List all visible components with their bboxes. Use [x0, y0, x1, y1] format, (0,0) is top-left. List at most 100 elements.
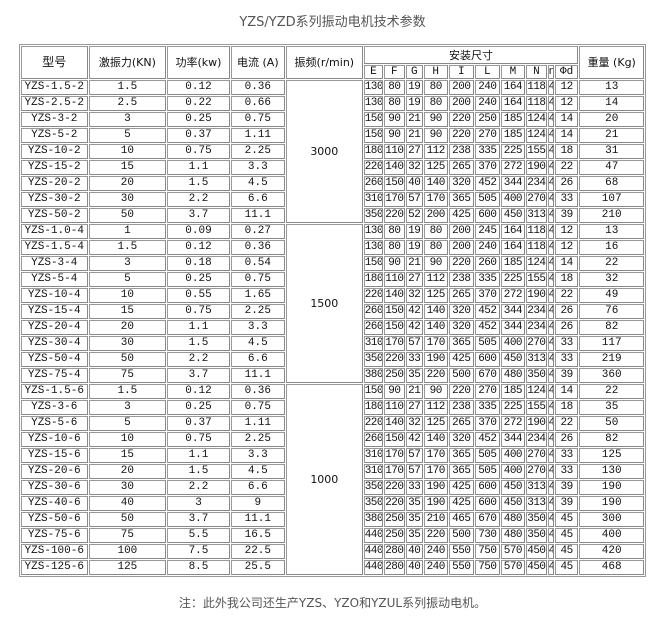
header-dim-4: I: [448, 65, 475, 79]
header-model: 型号: [21, 46, 88, 79]
cell-dim-i: 425: [448, 496, 475, 511]
cell-dim-count: 4: [547, 96, 554, 111]
cell-force: 50: [88, 208, 167, 223]
cell-dim-hole-diameter: 14: [554, 384, 579, 399]
cell-power: 0.75: [167, 304, 230, 319]
cell-model: YZS-75-4: [21, 368, 88, 383]
table-row: YZS-3-230.250.75150902190220250185124414…: [21, 112, 644, 127]
cell-dim-n: 190: [526, 288, 547, 303]
cell-dim-e: 150: [363, 256, 384, 271]
cell-power: 1.5: [167, 464, 230, 479]
table-row: YZS-5-450.250.75 180110271122383352251554…: [21, 272, 644, 287]
cell-force: 20: [88, 176, 167, 191]
cell-dim-hole-diameter: 18: [554, 400, 579, 415]
cell-dim-m: 344: [500, 304, 526, 319]
cell-dim-m: 480: [500, 528, 526, 543]
cell-dim-hole-diameter: 33: [554, 464, 579, 479]
cell-current: 0.75: [230, 272, 285, 287]
cell-force: 2.5: [88, 96, 167, 111]
header-dim-0: E: [363, 65, 384, 79]
cell-model: YZS-1.5-6: [21, 384, 88, 399]
cell-dim-i: 320: [448, 432, 475, 447]
cell-dim-g: 32: [405, 288, 423, 303]
cell-dim-l: 600: [475, 352, 500, 367]
cell-force: 75: [88, 368, 167, 383]
cell-dim-m: 225: [500, 272, 526, 287]
cell-weight: 130: [579, 464, 644, 479]
cell-dim-e: 440: [363, 560, 384, 575]
header-dim-9: Φd: [554, 65, 579, 79]
cell-dim-n: 190: [526, 416, 547, 431]
cell-dim-hole-diameter: 26: [554, 320, 579, 335]
table-row: YZS-5-650.371.11 220140321252653702721904…: [21, 416, 644, 431]
cell-power: 0.12: [167, 240, 230, 255]
cell-dim-l: 270: [475, 384, 500, 399]
cell-dim-i: 200: [448, 80, 475, 95]
cell-current: 9: [230, 496, 285, 511]
cell-weight: 117: [579, 336, 644, 351]
cell-dim-i: 200: [448, 240, 475, 255]
cell-weight: 68: [579, 176, 644, 191]
cell-dim-i: 500: [448, 528, 475, 543]
table-row: YZS-15-2151.13.3220140321252653702721904…: [21, 160, 644, 175]
table-row: YZS-1.5-6 1.5 0.12 0.36 1000 150 90 21 90 220 270 1…: [21, 384, 644, 575]
table-row: YZS-50-6 50 3.7 11.1 380 250 35 210 465 670 480 350…: [21, 512, 644, 527]
cell-dim-g: 19: [405, 224, 423, 239]
cell-dim-hole-diameter: 26: [554, 176, 579, 191]
cell-dim-n: 118: [526, 80, 547, 95]
cell-dim-g: 52: [405, 208, 423, 223]
cell-force: 1.5: [88, 240, 167, 255]
cell-dim-g: 57: [405, 336, 423, 351]
cell-model: YZS-20-2: [21, 176, 88, 191]
cell-dim-e: 260: [363, 432, 384, 447]
cell-weight: 14: [579, 96, 644, 111]
cell-force: 10: [88, 144, 167, 159]
cell-weight: 35: [579, 400, 644, 415]
cell-dim-l: 670: [475, 368, 500, 383]
cell-dim-e: 220: [363, 160, 384, 175]
cell-current: 1.11: [230, 128, 285, 143]
cell-dim-hole-diameter: 26: [554, 304, 579, 319]
cell-power: 3.7: [167, 368, 230, 383]
cell-dim-l: 505: [475, 192, 500, 207]
cell-model: YZS-20-6: [21, 464, 88, 479]
cell-dim-h: 80: [423, 224, 448, 239]
cell-dim-n: 234: [526, 320, 547, 335]
cell-current: 6.6: [230, 352, 285, 367]
cell-dim-i: 365: [448, 192, 475, 207]
cell-dim-m: 450: [500, 480, 526, 495]
cell-weight: 31: [579, 144, 644, 159]
cell-dim-h: 125: [423, 416, 448, 431]
cell-power: 0.55: [167, 288, 230, 303]
table-row: YZS-3-430.180.54150902190220260185124414…: [21, 256, 644, 271]
cell-dim-m: 400: [500, 192, 526, 207]
cell-dim-i: 500: [448, 368, 475, 383]
cell-dim-l: 240: [475, 96, 500, 111]
cell-power: 1.1: [167, 448, 230, 463]
cell-current: 4.5: [230, 336, 285, 351]
cell-weight: 219: [579, 352, 644, 367]
cell-model: YZS-5-4: [21, 272, 88, 287]
cell-dim-g: 19: [405, 240, 423, 255]
cell-dim-l: 370: [475, 160, 500, 175]
cell-dim-e: 260: [363, 304, 384, 319]
cell-dim-g: 35: [405, 496, 423, 511]
cell-dim-h: 112: [423, 144, 448, 159]
cell-dim-i: 550: [448, 560, 475, 575]
cell-dim-e: 130: [363, 224, 384, 239]
cell-weight: 400: [579, 528, 644, 543]
cell-dim-m: 344: [500, 176, 526, 191]
table-row: YZS-2.5-2 2.5 0.22 0.66 130 80 19 80 200 240 164 11…: [21, 96, 644, 111]
cell-current: 0.36: [230, 80, 285, 95]
cell-weight: 22: [579, 384, 644, 399]
cell-dim-n: 234: [526, 176, 547, 191]
cell-dim-i: 200: [448, 224, 475, 239]
cell-dim-f: 140: [384, 160, 405, 175]
cell-dim-hole-diameter: 33: [554, 336, 579, 351]
cell-dim-f: 170: [384, 464, 405, 479]
cell-dim-hole-diameter: 18: [554, 272, 579, 287]
cell-dim-i: 265: [448, 288, 475, 303]
cell-current: 6.6: [230, 480, 285, 495]
cell-weight: 22: [579, 256, 644, 271]
cell-dim-h: 220: [423, 368, 448, 383]
